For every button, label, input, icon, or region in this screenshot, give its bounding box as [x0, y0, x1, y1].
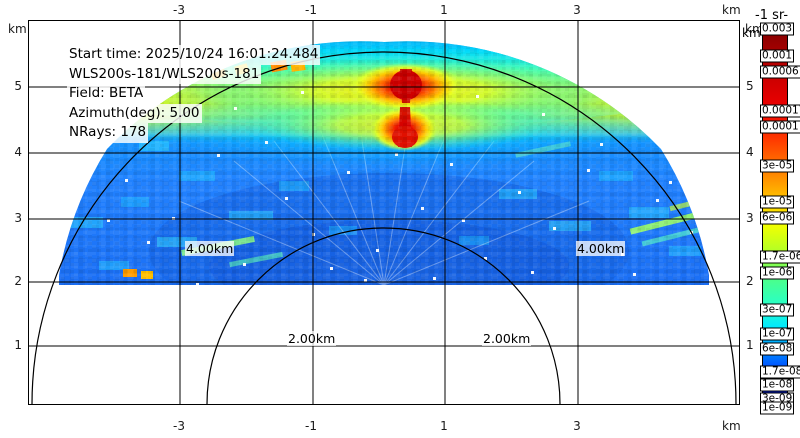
x-tick-top-1: -1 — [305, 3, 317, 17]
annotation-field: Field: BETA — [67, 84, 146, 104]
y-tick-left-4: 4 — [14, 145, 22, 159]
colorbar-tick-7: 6e-06 — [760, 211, 795, 225]
x-tick-top-3: 3 — [573, 3, 581, 17]
x-tick-bottom-1: -1 — [305, 419, 317, 433]
colorbar-tick-2: 0.0006 — [760, 65, 800, 79]
colorbar-tick-12: 6e-08 — [760, 342, 795, 356]
y-tick-left-5: 5 — [14, 79, 22, 93]
x-tick-top-2: 1 — [440, 3, 448, 17]
range-ring-label-2km-right: 2.00km — [482, 331, 532, 346]
x-tick-bottom-2: 1 — [440, 419, 448, 433]
annotation-azimuth: Azimuth(deg): 5.00 — [67, 103, 202, 123]
colorbar-tick-8: 1.7e-06 — [760, 250, 800, 264]
y-tick-left-2: 2 — [14, 274, 22, 288]
x-tick-bottom-3: 3 — [573, 419, 581, 433]
x-tick-bottom-0: -3 — [173, 419, 185, 433]
colorbar-tick-13: 1.7e-08 — [760, 365, 800, 379]
colorbar-tick-11: 1e-07 — [760, 327, 795, 341]
y-tick-right-4: 4 — [746, 145, 754, 159]
y-unit-left: km — [8, 22, 27, 36]
colorbar-tick-3: 0.00017 — [760, 104, 800, 118]
colorbar-km-label: km — [742, 26, 761, 40]
y-unit-right: km — [745, 22, 764, 36]
colorbar-tick-16: 1e-09 — [760, 401, 795, 415]
colorbar-unit-label: -1 sr- — [755, 8, 789, 23]
colorbar-tick-4: 0.0001 — [760, 120, 800, 134]
y-tick-right-5: 5 — [746, 79, 754, 93]
colorbar-tick-9: 1e-06 — [760, 266, 795, 280]
annotation-nrays: NRays: 178 — [67, 123, 149, 143]
range-ring-label-2km-left: 2.00km — [287, 331, 337, 346]
annotation-block: Start time: 2025/10/24 16:01:24.484 WLS2… — [67, 45, 321, 143]
x-unit-top: km — [722, 3, 741, 17]
range-rings — [31, 51, 737, 404]
colorbar-tick-6: 1e-05 — [760, 195, 795, 209]
y-tick-left-3: 3 — [14, 211, 22, 225]
range-ring-2km — [206, 227, 561, 404]
x-unit-bottom: km — [722, 419, 741, 433]
colorbar-tick-10: 3e-07 — [760, 303, 795, 317]
colorbar-tick-14: 1e-08 — [760, 378, 795, 392]
colorbar-tick-0: 0.003 — [760, 22, 795, 36]
y-tick-left-1: 1 — [14, 338, 22, 352]
colorbar-tick-1: 0.001 — [760, 49, 795, 63]
range-ring-label-4km-right: 4.00km — [576, 241, 626, 256]
y-tick-right-1: 1 — [746, 338, 754, 352]
colorbar[interactable]: 0.003 0.001 0.0006 0.00017 0.0001 3e-05 1e-05 6… — [760, 22, 800, 415]
colorbar-tick-5: 3e-05 — [760, 159, 795, 173]
annotation-start-time: Start time: 2025/10/24 16:01:24.484 — [67, 45, 321, 65]
range-ring-label-4km-left: 4.00km — [185, 241, 235, 256]
range-ring-4km — [31, 51, 737, 404]
x-tick-top-0: -3 — [173, 3, 185, 17]
annotation-instrument: WLS200s-181/WLS200s-181 — [67, 64, 262, 84]
plot-area[interactable]: Start time: 2025/10/24 16:01:24.484 WLS2… — [28, 20, 740, 405]
y-tick-right-3: 3 — [746, 211, 754, 225]
y-tick-right-2: 2 — [746, 274, 754, 288]
